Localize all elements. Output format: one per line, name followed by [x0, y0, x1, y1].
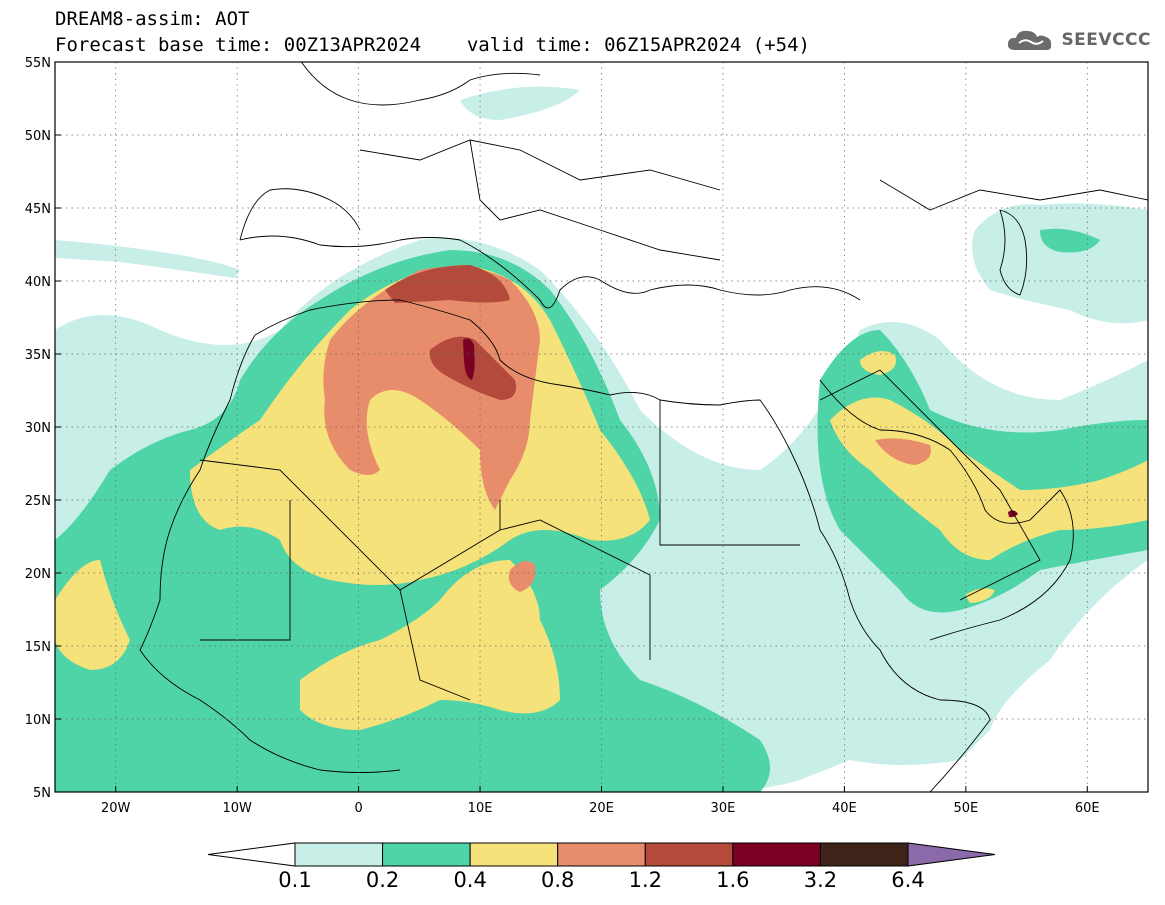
- forecast-times: Forecast base time: 00Z13APR2024 valid t…: [55, 34, 810, 56]
- colorbar-extend-low: [207, 842, 296, 867]
- aot-band-01-caspian: [972, 203, 1148, 324]
- lat-label: 35N: [25, 348, 51, 363]
- lon-label: 20W: [101, 801, 131, 816]
- colorbar-segment: [732, 842, 821, 867]
- colorbar-label: 3.2: [803, 868, 838, 892]
- lat-label: 45N: [25, 202, 51, 217]
- valid-time: valid time: 06Z15APR2024 (+54): [466, 34, 810, 56]
- colorbar-label: 0.8: [541, 868, 575, 892]
- lat-label: 55N: [25, 56, 51, 71]
- west-africa-coast: [139, 334, 401, 773]
- colorbar-segment: [819, 842, 909, 867]
- colorbar-extend-high: [907, 842, 996, 867]
- colorbar: [207, 842, 996, 867]
- colorbar-label: 1.2: [628, 868, 662, 892]
- aot-band-04-sahel: [300, 560, 560, 730]
- aot-contours: [55, 86, 1148, 792]
- logo-text: SEEVCCC: [1061, 30, 1151, 50]
- graticule: [55, 62, 1148, 792]
- lon-label: 40E: [832, 801, 857, 816]
- caspian-sea: [999, 209, 1028, 296]
- axis-ticks: [55, 61, 1088, 793]
- europe-border-2: [469, 139, 721, 261]
- africa-border-4: [659, 400, 800, 546]
- aot-band-08-arabia: [875, 438, 931, 465]
- africa-border-5: [399, 589, 471, 701]
- colorbar-label: 6.4: [891, 868, 925, 892]
- aot-band-02-caspian: [1040, 228, 1100, 253]
- aot-band-04-iraq: [860, 351, 896, 375]
- aot-band-16-uae: [1008, 510, 1018, 518]
- lat-label: 50N: [25, 129, 51, 144]
- colorbar-label: 0.4: [453, 868, 487, 892]
- arabia-coast: [819, 379, 1074, 641]
- axis-labels: 55N 50N 45N 40N 35N 30N 25N 20N 15N 10N 5N 20W 10W 0 1…: [25, 56, 1100, 816]
- colorbar-segment: [644, 842, 734, 867]
- colorbar-label: 1.6: [716, 868, 750, 892]
- europe-coast: [239, 235, 861, 309]
- lat-label: 10N: [25, 713, 51, 728]
- colorbar-segment: [294, 842, 384, 867]
- lon-label: 30E: [711, 801, 736, 816]
- colorbar-label: 0.1: [278, 868, 312, 892]
- aot-band-16: [463, 338, 475, 380]
- aot-band-08: [323, 266, 540, 510]
- lon-label: 0: [354, 801, 362, 816]
- colorbar-segment: [382, 842, 471, 867]
- europe-border-1: [359, 139, 721, 191]
- lon-label: 50E: [953, 801, 978, 816]
- lat-label: 5N: [33, 786, 51, 801]
- seevccc-logo: SEEVCCC: [1005, 26, 1151, 54]
- lat-label: 15N: [25, 640, 51, 655]
- lon-label: 10W: [222, 801, 252, 816]
- asia-border: [879, 179, 1148, 211]
- colorbar-segment: [557, 842, 646, 867]
- aot-band-08-libya: [508, 561, 536, 592]
- lon-label: 10E: [468, 801, 493, 816]
- lat-label: 25N: [25, 494, 51, 509]
- lon-label: 20E: [589, 801, 614, 816]
- aot-band-01-north: [460, 86, 580, 120]
- map-title: DREAM8-assim: AOT: [55, 8, 250, 30]
- cloud-icon: [1008, 30, 1052, 50]
- aot-band-04-west: [55, 560, 130, 670]
- aot-band-12: [385, 265, 510, 303]
- africa-border-3: [499, 519, 651, 660]
- north-europe-coast: [300, 62, 541, 106]
- colorbar-segment: [469, 842, 559, 867]
- lon-label: 60E: [1075, 801, 1100, 816]
- aot-band-01-atlantic: [55, 240, 240, 278]
- lat-label: 40N: [25, 275, 51, 290]
- colorbar-label: 0.2: [365, 868, 400, 892]
- base-time: Forecast base time: 00Z13APR2024: [55, 34, 422, 56]
- africa-border-2: [200, 500, 291, 641]
- aot-band-04-oman: [965, 588, 995, 603]
- iberia-coast: [239, 188, 361, 241]
- lat-label: 30N: [25, 421, 51, 436]
- arabia-border: [819, 369, 1041, 601]
- lat-label: 20N: [25, 567, 51, 582]
